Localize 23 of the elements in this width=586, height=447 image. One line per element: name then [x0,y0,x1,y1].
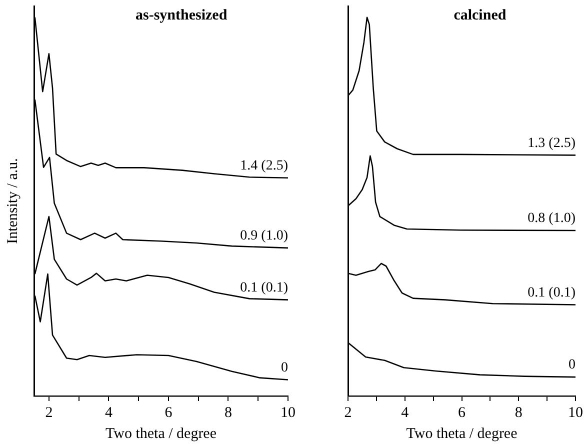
x-tick-label: 6 [458,404,466,421]
series-label: 1.4 (2.5) [240,158,288,174]
series-label: 0.8 (1.0) [528,211,576,226]
x-tick-label: 6 [164,404,173,421]
y-axis-title: Intensity / a.u. [4,158,21,244]
x-tick-label: 10 [280,404,296,421]
chart-title: calcined [454,7,507,24]
series-label: 0 [281,360,288,376]
series-label: 0.1 (0.1) [240,280,288,296]
series-label: 0.9 (1.0) [240,228,288,244]
x-tick-label: 2 [344,404,352,421]
x-tick-label: 2 [45,404,53,421]
x-tick-label: 4 [401,404,410,421]
series-label: 0.1 (0.1) [528,285,576,300]
series-label: 0 [568,358,576,373]
x-axis-title: Two theta / degree [106,426,217,442]
x-tick-label: 8 [514,404,522,421]
x-tick-label: 4 [104,404,113,421]
chart-title: as-synthesized [135,7,228,24]
x-tick-label: 10 [568,404,583,421]
series-label: 1.3 (2.5) [528,136,576,151]
x-tick-label: 8 [224,404,232,421]
x-axis-title: Two theta / degree [406,426,518,442]
